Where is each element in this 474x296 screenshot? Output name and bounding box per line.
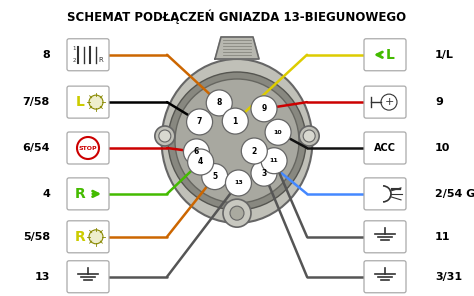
Text: SCHEMAT PODŁĄCZEŃ GNIAZDA 13-BIEGUNOWEGO: SCHEMAT PODŁĄCZEŃ GNIAZDA 13-BIEGUNOWEGO <box>67 10 407 25</box>
Circle shape <box>77 137 99 159</box>
Text: 5/58: 5/58 <box>23 232 50 242</box>
Circle shape <box>89 95 103 109</box>
Circle shape <box>187 109 212 135</box>
Circle shape <box>202 164 228 190</box>
FancyBboxPatch shape <box>67 261 109 293</box>
Text: STOP: STOP <box>79 146 97 150</box>
Text: 2/54 G: 2/54 G <box>435 189 474 199</box>
Circle shape <box>222 108 248 134</box>
Text: 3/31: 3/31 <box>435 272 462 282</box>
Ellipse shape <box>299 126 319 146</box>
FancyBboxPatch shape <box>364 39 406 71</box>
Circle shape <box>230 206 244 220</box>
Text: 13: 13 <box>234 181 243 186</box>
Text: 6/54: 6/54 <box>22 143 50 153</box>
Text: 1: 1 <box>72 46 76 51</box>
Text: L: L <box>75 95 84 109</box>
Text: R: R <box>74 187 85 201</box>
Text: 8: 8 <box>42 50 50 60</box>
Circle shape <box>223 199 251 227</box>
Text: L: L <box>385 48 394 62</box>
Text: 3: 3 <box>261 169 266 178</box>
Polygon shape <box>215 37 259 59</box>
Text: 4: 4 <box>42 189 50 199</box>
Circle shape <box>206 90 232 116</box>
Text: 7: 7 <box>197 118 202 126</box>
FancyBboxPatch shape <box>364 132 406 164</box>
FancyBboxPatch shape <box>364 221 406 253</box>
Ellipse shape <box>155 126 175 146</box>
FancyBboxPatch shape <box>364 261 406 293</box>
Text: 11: 11 <box>435 232 450 242</box>
Ellipse shape <box>162 59 312 223</box>
Text: 2: 2 <box>252 147 257 155</box>
Circle shape <box>251 160 277 186</box>
Text: R: R <box>99 57 103 63</box>
Text: 10: 10 <box>274 130 283 135</box>
Circle shape <box>226 170 252 196</box>
Text: 8: 8 <box>217 99 222 107</box>
Text: 9: 9 <box>261 104 266 113</box>
Text: 6: 6 <box>194 147 199 156</box>
FancyBboxPatch shape <box>67 221 109 253</box>
Text: 11: 11 <box>270 158 278 163</box>
FancyBboxPatch shape <box>67 178 109 210</box>
FancyBboxPatch shape <box>67 39 109 71</box>
FancyBboxPatch shape <box>364 86 406 118</box>
Text: ACC: ACC <box>374 143 396 153</box>
Text: 1/L: 1/L <box>435 50 454 60</box>
Text: 4: 4 <box>198 157 203 166</box>
Text: 13: 13 <box>35 272 50 282</box>
Circle shape <box>183 139 210 165</box>
FancyBboxPatch shape <box>364 178 406 210</box>
Circle shape <box>159 130 171 142</box>
Ellipse shape <box>168 72 306 210</box>
Text: 10: 10 <box>435 143 450 153</box>
Circle shape <box>241 138 267 164</box>
Text: R: R <box>74 230 85 244</box>
Text: 7/58: 7/58 <box>23 97 50 107</box>
Circle shape <box>303 130 315 142</box>
Circle shape <box>188 149 214 175</box>
Ellipse shape <box>175 79 299 203</box>
Circle shape <box>251 96 277 122</box>
Text: +: + <box>384 97 394 107</box>
Text: 1: 1 <box>233 117 238 126</box>
Text: 5: 5 <box>212 172 217 181</box>
Circle shape <box>89 230 103 244</box>
FancyBboxPatch shape <box>67 132 109 164</box>
Text: 9: 9 <box>435 97 443 107</box>
Text: 2: 2 <box>72 58 76 63</box>
FancyBboxPatch shape <box>67 86 109 118</box>
Circle shape <box>265 119 291 145</box>
Circle shape <box>261 148 287 174</box>
